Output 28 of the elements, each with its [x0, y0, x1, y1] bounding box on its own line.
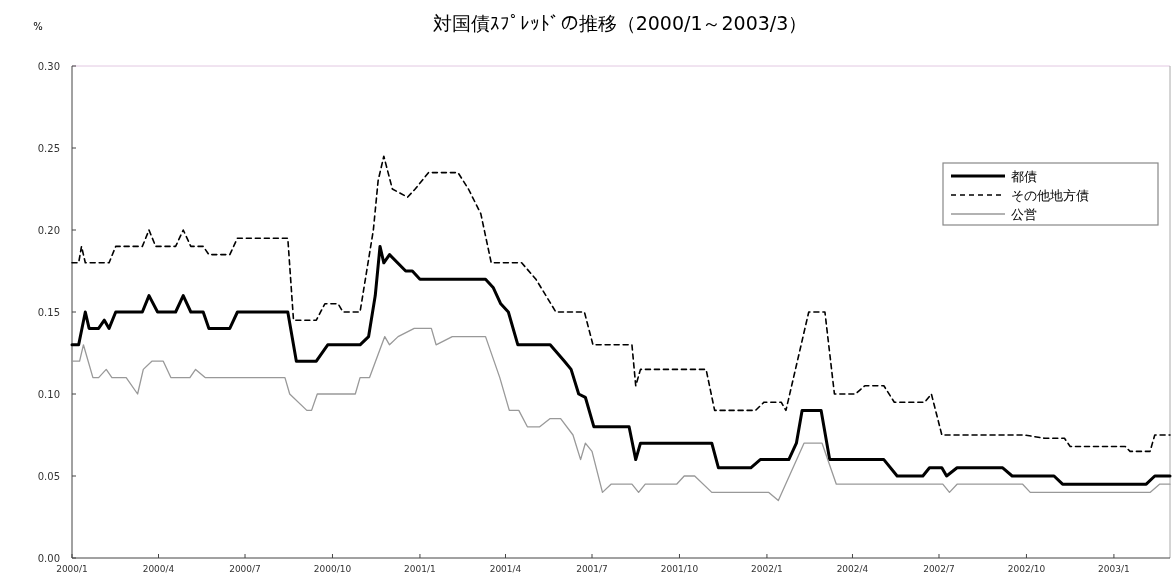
x-tick-label: 2002/10 [1007, 564, 1046, 574]
line-series [71, 155, 1171, 453]
y-tick-label: 0.30 [37, 60, 60, 72]
x-tick-label: 2002/1 [751, 564, 783, 574]
x-tick-label: 2002/7 [923, 564, 955, 574]
x-tick-label: 2001/4 [489, 564, 522, 574]
x-tick-label: 2000/7 [229, 564, 261, 574]
line-series [70, 244, 1172, 486]
y-tick-label: 0.10 [37, 388, 60, 400]
y-tick-label: 0.20 [37, 224, 60, 236]
x-tick-label: 2000/4 [142, 564, 175, 574]
line-series [71, 327, 1171, 502]
legend-label: その他地方債 [1011, 187, 1089, 203]
y-tick-label: 0.15 [37, 306, 60, 318]
x-tick-label: 2001/10 [660, 564, 699, 574]
y-tick-label: 0.05 [37, 470, 60, 482]
y-tick-label: 0.25 [37, 142, 60, 154]
chart-title: 対国債ｽﾌﾟﾚｯﾄﾞの推移（2000/1～2003/3） [432, 12, 808, 34]
x-tick-label: 2000/10 [313, 564, 352, 574]
x-tick-label: 2003/1 [1098, 564, 1130, 574]
x-tick-label: 2001/7 [576, 564, 608, 574]
x-tick-label: 2001/1 [404, 564, 436, 574]
y-tick-label: 0.00 [37, 552, 60, 564]
legend-label: 公営 [1011, 206, 1037, 222]
y-axis-title: % [33, 21, 43, 32]
x-tick-label: 2002/4 [836, 564, 869, 574]
x-tick-label: 2000/1 [56, 564, 88, 574]
legend-label: 都債 [1011, 168, 1037, 184]
